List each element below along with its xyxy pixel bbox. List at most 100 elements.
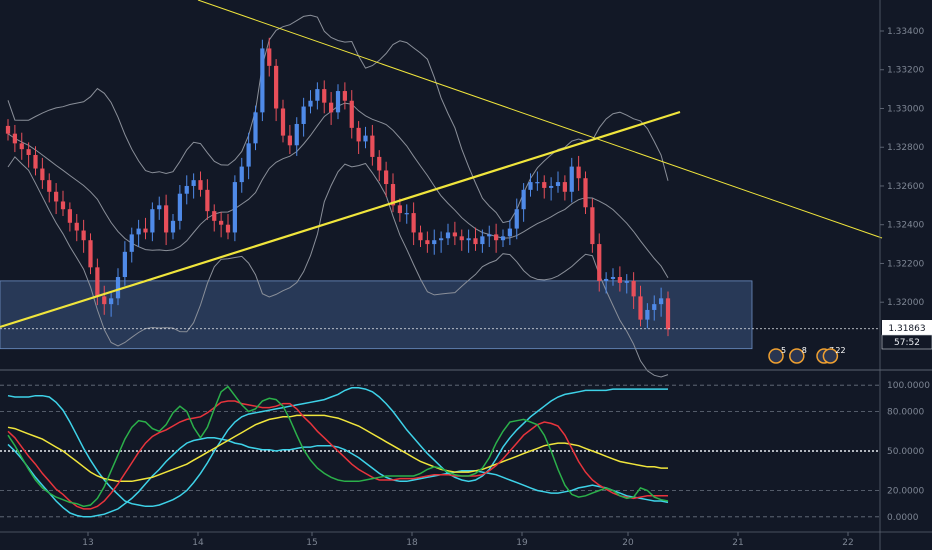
candle <box>624 274 629 294</box>
candle <box>507 219 512 246</box>
candle-body <box>287 135 292 146</box>
candle-body <box>390 184 396 206</box>
candle-body <box>617 277 622 283</box>
candle-body <box>294 123 299 146</box>
candle <box>33 146 38 176</box>
candle-body <box>500 236 506 241</box>
candle <box>452 221 457 246</box>
candle-body <box>239 166 244 183</box>
candle-body <box>411 213 416 233</box>
candle-body <box>452 232 457 237</box>
candle <box>26 142 31 168</box>
support-trendline <box>0 110 681 329</box>
candle <box>267 37 272 77</box>
candle-body <box>445 232 451 239</box>
oscillator-pane <box>0 369 932 518</box>
candle-body <box>521 189 526 210</box>
candle-body <box>95 267 100 297</box>
y-tick-label: 1.32200 <box>887 259 924 269</box>
candle-body <box>164 205 169 233</box>
candle-body <box>597 244 602 281</box>
candle-body <box>109 298 114 305</box>
candle <box>363 126 368 149</box>
event-marker: 22 <box>822 346 846 364</box>
y-tick-label: 1.33400 <box>887 27 924 37</box>
resistance-trendline <box>197 0 883 239</box>
event-flag-icon <box>789 348 805 364</box>
candle <box>576 155 581 191</box>
candle <box>329 92 334 125</box>
candle-body <box>363 135 368 142</box>
y-tick-label: 1.32400 <box>887 221 924 231</box>
candle-body <box>225 224 231 233</box>
candle-body <box>335 91 341 113</box>
last-price-tag: 1.31863 57:52 <box>881 320 932 350</box>
candle-body <box>473 238 478 245</box>
candle <box>184 175 189 205</box>
candle <box>535 171 540 191</box>
candle-body <box>198 180 203 190</box>
candle <box>212 204 217 232</box>
oscillator-line <box>7 387 668 508</box>
candle-body <box>205 189 210 212</box>
candle-body <box>665 298 671 330</box>
candle-body <box>652 304 657 310</box>
candle <box>342 82 347 110</box>
candle-body <box>219 220 224 225</box>
osc-tick-label: 80.0000 <box>887 408 924 418</box>
candle <box>294 117 299 156</box>
candle <box>528 173 533 197</box>
candle <box>301 97 306 137</box>
candle-body <box>274 65 279 109</box>
candle-body <box>253 112 258 144</box>
candle-body <box>81 230 86 241</box>
candle <box>432 229 437 255</box>
candle-body <box>170 220 176 233</box>
candle-body <box>384 170 389 185</box>
candle <box>404 204 409 224</box>
oscillator-levels <box>0 369 932 518</box>
x-tick-label: 20 <box>622 538 634 548</box>
bollinger-upper <box>7 14 669 224</box>
candle <box>439 231 444 253</box>
candle-body <box>33 154 38 169</box>
candle-body <box>542 182 547 188</box>
time-axis[interactable]: 13 14 15 18 19 20 21 22 <box>0 531 932 548</box>
candle <box>370 124 375 166</box>
candle-body <box>267 48 272 66</box>
candle <box>115 268 121 306</box>
candle-body <box>5 125 11 134</box>
candle <box>425 231 430 253</box>
candle <box>191 173 196 199</box>
candle <box>411 202 416 246</box>
candle-body <box>47 180 52 192</box>
candle-body <box>631 280 636 297</box>
candle-body <box>150 209 155 233</box>
candle-body <box>191 180 196 186</box>
candle-body <box>418 232 423 241</box>
oscillator-line <box>7 437 669 518</box>
candle <box>219 212 224 238</box>
y-tick-label: 1.33200 <box>887 66 924 76</box>
event-markers: 58722 <box>768 346 846 364</box>
osc-tick-label: 0.0000 <box>887 513 919 523</box>
candle-body <box>528 182 533 190</box>
candle <box>617 266 622 292</box>
event-marker: 8 <box>789 346 807 364</box>
candle <box>246 132 251 180</box>
candle <box>54 183 59 215</box>
price-axis[interactable]: 1.33400 1.33200 1.33000 1.32800 1.32600 1.324… <box>879 0 924 550</box>
candle-body <box>12 133 17 144</box>
candle-body <box>356 127 361 142</box>
candle-body <box>397 205 402 214</box>
x-tick-label: 22 <box>842 538 853 548</box>
candle <box>122 241 127 286</box>
candle <box>170 214 176 240</box>
candle <box>253 105 258 151</box>
oscillator-line <box>7 400 668 510</box>
candle-body <box>19 143 24 150</box>
event-flag-icon <box>822 348 839 364</box>
y-tick-label: 1.32800 <box>887 143 924 153</box>
candle <box>102 285 107 315</box>
candle <box>645 303 650 329</box>
